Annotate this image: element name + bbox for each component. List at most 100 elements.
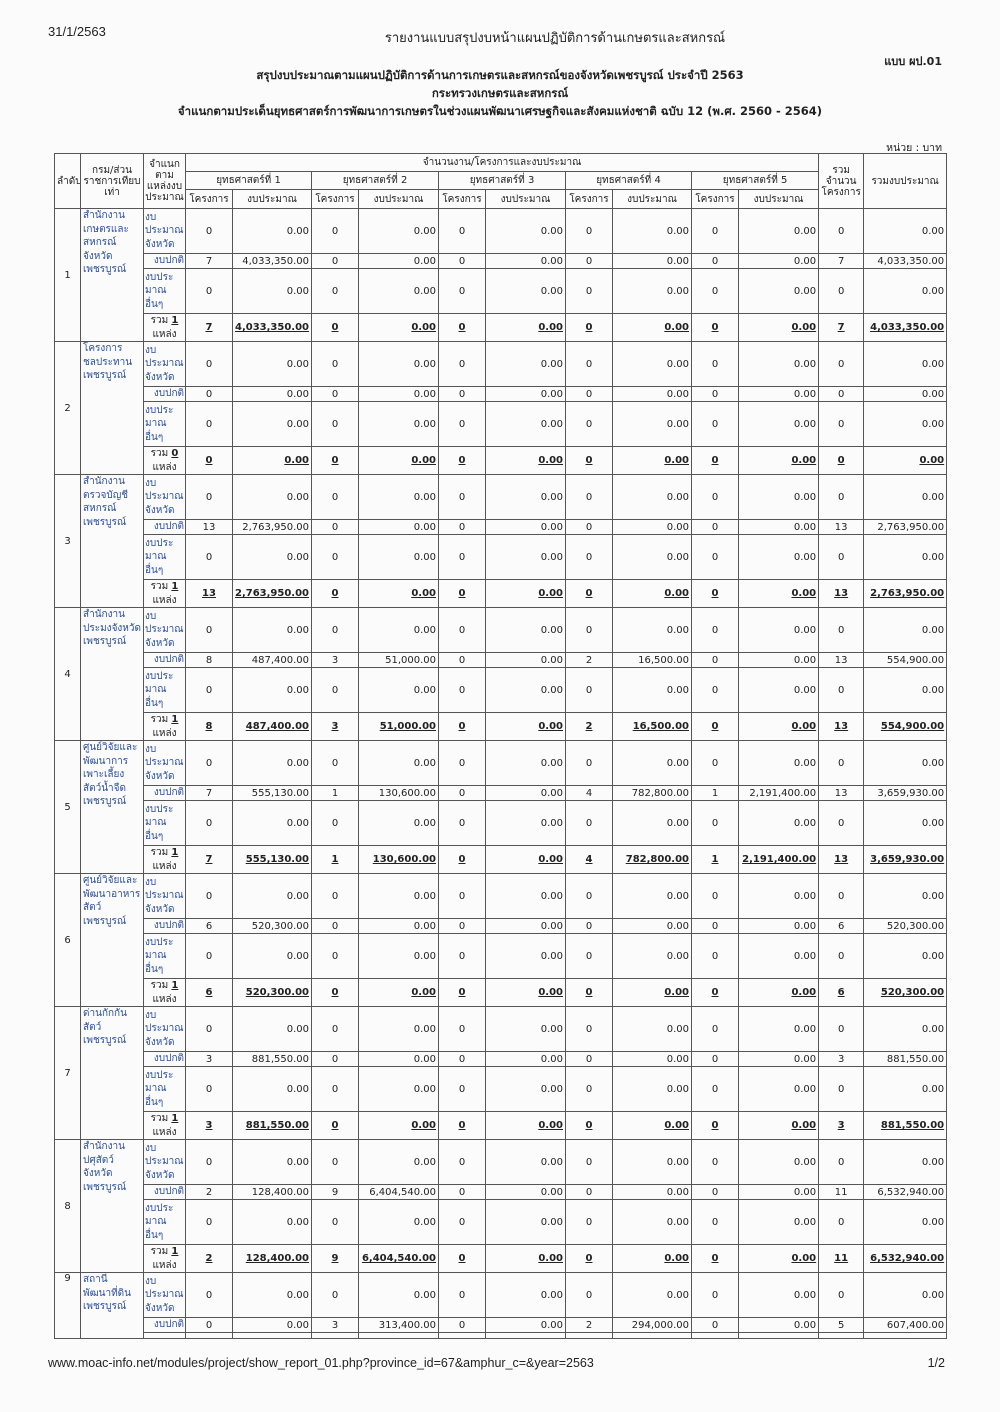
budget-cell: 0.00 — [358, 208, 439, 254]
project-count-cell: 0 — [438, 1244, 486, 1273]
project-count-cell: 0 — [438, 667, 486, 713]
sum-suffix: แหล่ง — [152, 727, 177, 739]
budget-cell: 0.00 — [485, 386, 566, 402]
budget-cell: 0.00 — [612, 1006, 692, 1052]
table-row: 6 ศูนย์วิจัยและพัฒนาอาหารสัตว์เพชรบูรณ์ งบ… — [54, 873, 948, 1007]
project-count-cell: 0 — [691, 474, 739, 520]
budget-source-label: งบประมาณอื่นๆ — [143, 933, 186, 979]
project-count-cell: 0 — [565, 253, 613, 269]
budget-cell: 0.00 — [358, 1051, 439, 1067]
budget-cell: 51,000.00 — [358, 712, 439, 741]
project-count-cell: 9 — [311, 1184, 359, 1200]
project-count-cell: 0 — [691, 873, 739, 919]
sum-sources-label: รวม 1 แหล่ง — [143, 712, 186, 741]
budget-cell: 0.00 — [863, 800, 948, 846]
agency-index: 7 — [54, 1006, 81, 1140]
budget-cell: 0.00 — [485, 873, 566, 919]
budget-cell: 881,550.00 — [863, 1051, 948, 1067]
budget-cell: 881,550.00 — [863, 1111, 948, 1140]
project-count-cell: 0 — [818, 740, 865, 786]
budget-cell: 0.00 — [358, 978, 439, 1007]
budget-cell: 2,763,950.00 — [232, 519, 312, 535]
sum-source-count: 1 — [171, 714, 179, 725]
table-row-sum: รวม 1 แหล่ง 6 520,300.00 0 0.00 0 0.00 0 0.00 0 0.0… — [55, 978, 948, 1007]
header-group: จำนวนงาน/โครงการและงบประมาณ — [184, 153, 820, 172]
project-count-cell: 0 — [311, 918, 359, 934]
budget-cell: 0.00 — [232, 873, 312, 919]
project-count-cell: 0 — [565, 1051, 613, 1067]
budget-cell: 0.00 — [737, 341, 820, 387]
budget-cell: 0.00 — [612, 800, 692, 846]
table-row-sum: รวม 1 แหล่ง 2 128,400.00 9 6,404,540.00 0 0.00 0… — [55, 1244, 948, 1273]
budget-cell: 128,400.00 — [232, 1184, 312, 1200]
project-count-cell: 0 — [185, 667, 233, 713]
budget-cell: 0.00 — [737, 534, 820, 580]
budget-cell: 0.00 — [358, 474, 439, 520]
project-count-cell: 4 — [565, 785, 613, 801]
budget-cell: 0.00 — [737, 652, 820, 668]
header-budget: งบประมาณ — [485, 189, 566, 209]
budget-cell: 0.00 — [612, 918, 692, 934]
budget-cell: 6,404,540.00 — [358, 1244, 439, 1273]
table-row: 9 สถานีพัฒนาที่ดินเพชรบูรณ์ งบประมาณจังหวั… — [54, 1272, 948, 1339]
budget-cell: 0.00 — [232, 667, 312, 713]
budget-cell: 0.00 — [232, 474, 312, 520]
project-count-cell: 0 — [185, 740, 233, 786]
budget-cell: 0.00 — [232, 446, 312, 475]
project-count-cell: 0 — [438, 313, 486, 342]
budget-cell: 0.00 — [232, 208, 312, 254]
project-count-cell: 8 — [185, 652, 233, 668]
project-count-cell: 3 — [311, 652, 359, 668]
header-projects: โครงการ — [565, 189, 613, 209]
budget-cell: 0.00 — [358, 873, 439, 919]
budget-cell: 0.00 — [737, 1317, 820, 1333]
budget-cell: 0.00 — [737, 1006, 820, 1052]
project-count-cell: 9 — [311, 1244, 359, 1273]
header-total-count: รวมจำนวนโครงการ — [818, 153, 865, 209]
project-count-cell: 0 — [565, 446, 613, 475]
budget-cell: 0.00 — [485, 1051, 566, 1067]
budget-cell: 0.00 — [737, 1066, 820, 1112]
budget-source-label: งบปกติ — [143, 918, 186, 934]
sum-prefix: รวม — [150, 581, 169, 592]
budget-cell: 0.00 — [863, 208, 948, 254]
budget-source-label: งบประมาณอื่นๆ — [143, 800, 186, 846]
project-count-cell: 2 — [565, 652, 613, 668]
budget-cell: 0.00 — [612, 1184, 692, 1200]
sum-sources-label: รวม 1 แหล่ง — [143, 313, 186, 342]
project-count-cell: 0 — [311, 740, 359, 786]
project-count-cell: 0 — [691, 740, 739, 786]
table-row: งบประมาณอื่นๆ 0 0.00 0 0.00 0 0.00 0 0.00 0 0.00 0 0… — [55, 667, 948, 713]
budget-cell: 0.00 — [612, 534, 692, 580]
project-count-cell: 0 — [185, 208, 233, 254]
sum-suffix: แหล่ง — [152, 328, 177, 340]
ministry-title: กระทรวงเกษตรและสหกรณ์ — [431, 86, 569, 100]
project-count-cell: 0 — [818, 534, 865, 580]
sum-prefix: รวม — [150, 714, 169, 725]
project-count-cell: 0 — [438, 1111, 486, 1140]
budget-cell: 0.00 — [358, 607, 439, 653]
table-row-sum: รวม 1 แหล่ง 3 881,550.00 0 0.00 0 0.00 0 0.00 0 0.0… — [55, 1111, 948, 1140]
project-count-cell: 0 — [438, 1139, 486, 1185]
project-count-cell: 0 — [565, 978, 613, 1007]
header-strategy-3: ยุทธศาสตร์ที่ 3 — [438, 171, 566, 190]
project-count-cell: 13 — [185, 579, 233, 608]
project-count-cell: 0 — [565, 268, 613, 314]
header-strategy-4: ยุทธศาสตร์ที่ 4 — [565, 171, 692, 190]
budget-cell: 0.00 — [863, 446, 948, 475]
budget-source-label: งบประมาณจังหวัด — [143, 1006, 186, 1052]
project-count-cell: 0 — [185, 1317, 233, 1333]
budget-source-label: งบปกติ — [143, 1317, 186, 1333]
budget-cell: 0.00 — [737, 313, 820, 342]
project-count-cell: 0 — [691, 401, 739, 447]
project-count-cell: 0 — [438, 652, 486, 668]
budget-source-label: งบประมาณจังหวัด — [143, 740, 186, 786]
empty-cell — [232, 1332, 312, 1339]
budget-cell: 520,300.00 — [232, 978, 312, 1007]
budget-cell: 0.00 — [863, 386, 948, 402]
budget-cell: 0.00 — [485, 712, 566, 741]
budget-cell: 0.00 — [612, 268, 692, 314]
table-row: งบปกติ 7 4,033,350.00 0 0.00 0 0.00 0 0.00 0 0.00 7… — [55, 253, 948, 269]
project-count-cell: 0 — [311, 534, 359, 580]
budget-cell: 0.00 — [737, 800, 820, 846]
